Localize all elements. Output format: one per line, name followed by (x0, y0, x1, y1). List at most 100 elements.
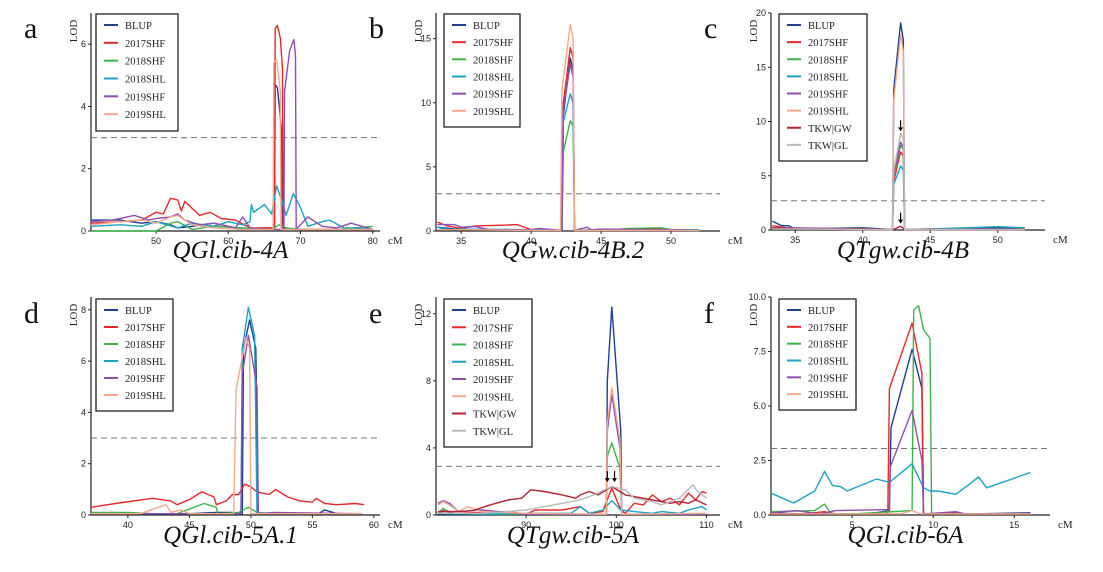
panel-title: QTgw.cib-4B (837, 237, 969, 264)
legend-label: 2019SHF (473, 375, 513, 386)
legend-box (95, 13, 179, 132)
y-tick-label: 8 (426, 376, 431, 386)
legend-label: BLUP (473, 21, 500, 32)
y-tick-label: 2.5 (753, 456, 766, 466)
legend-label: 2019SHL (473, 107, 514, 118)
arrow-head-icon (898, 127, 904, 132)
y-tick-label: 6 (81, 356, 86, 366)
x-tick-label: 40 (123, 520, 133, 530)
arrow-head-icon (612, 478, 618, 483)
y-axis-label: LOD (748, 20, 760, 43)
series-line-2017shf (90, 483, 365, 508)
legend-label: BLUP (808, 306, 835, 317)
series-line-blup (91, 319, 362, 515)
y-axis-label: LOD (68, 20, 80, 43)
x-axis-label: cM (728, 235, 743, 247)
legend-label: 2019SHL (808, 107, 849, 118)
panel-letter: c (704, 12, 717, 45)
series-line-2019shl (437, 386, 707, 515)
panel-f: f LOD cM 0.0 2.5 5.0 7.5 10.0 5 10 15 BLUP 2017SHF 20… (704, 292, 1073, 549)
y-tick-label: 5 (761, 171, 766, 181)
x-axis-label: cM (1058, 519, 1073, 531)
series-line-2019shf (437, 63, 700, 232)
y-tick-label: 15 (756, 62, 766, 72)
y-tick-label: 0 (81, 510, 86, 520)
legend-label: BLUP (125, 306, 152, 317)
series-line-tkw-gw (437, 485, 707, 513)
legend-label: 2017SHF (125, 39, 165, 50)
y-tick-label: 4 (81, 101, 86, 111)
y-tick-label: 12 (421, 309, 431, 319)
series-line-2019shl (437, 23, 699, 232)
legend-label: 2018SHF (808, 55, 848, 66)
x-axis-label: cM (1053, 234, 1068, 246)
y-tick-label: 2 (81, 459, 86, 469)
legend-label: 2017SHF (125, 323, 165, 334)
legend-label: 2018SHL (125, 357, 166, 368)
panel-title: QTgw.cib-5A (507, 522, 640, 549)
x-tick-label: 45 (184, 520, 194, 530)
panel-letter: e (369, 297, 382, 330)
panel-title: QGl.cib-6A (848, 522, 965, 549)
legend-label: 2019SHL (125, 391, 166, 402)
legend-label: 2017SHF (808, 38, 848, 49)
series-line-2017shf (771, 322, 1031, 515)
x-tick-label: 110 (699, 520, 713, 530)
arrow-head-icon (604, 478, 610, 483)
y-axis-label: LOD (68, 304, 80, 327)
panel-c: c LOD cM 0 5 10 15 20 35 40 45 50 BLUP 2017SHF 2018SHF… (704, 8, 1068, 264)
series-line-2019shl (90, 59, 373, 231)
x-tick-label: 40 (526, 236, 536, 246)
legend-label: 2018SHF (808, 340, 848, 351)
legend-label: 2019SHF (125, 374, 165, 385)
y-tick-label: 5 (426, 162, 431, 172)
panel-letter: f (704, 297, 714, 330)
x-tick-label: 35 (790, 235, 800, 245)
legend-label: 2018SHF (125, 340, 165, 351)
x-tick-label: 45 (925, 235, 935, 245)
legend-label: TKW|GW (473, 410, 517, 421)
x-tick-label: 60 (223, 236, 233, 246)
x-tick-label: 80 (368, 236, 378, 246)
y-tick-label: 15 (421, 34, 431, 44)
legend-label: 2019SHL (473, 392, 514, 403)
x-axis-label: cM (388, 235, 403, 247)
y-tick-label: 0 (761, 225, 766, 235)
x-tick-label: 5 (850, 520, 855, 530)
x-tick-label: 50 (666, 236, 676, 246)
y-axis-label: LOD (413, 304, 425, 327)
x-tick-label: 60 (369, 520, 379, 530)
x-tick-label: 50 (151, 236, 161, 246)
legend-label: 2019SHF (808, 90, 848, 101)
legend-label: 2017SHF (473, 323, 513, 334)
legend-label: 2019SHF (125, 92, 165, 103)
legend-label: TKW|GL (473, 427, 513, 438)
panel-b: b LOD cM 0 5 10 15 35 40 45 50 BLUP 2017SHF 2018SHF 20… (369, 12, 743, 264)
legend-label: BLUP (808, 21, 835, 32)
legend-label: 2019SHF (473, 90, 513, 101)
legend-label: TKW|GL (808, 141, 848, 152)
series-line-2019shf (770, 409, 1031, 515)
legend-label: 2018SHL (125, 75, 166, 86)
legend-label: 2018SHL (808, 357, 849, 368)
series-line-2018shf (437, 119, 700, 232)
series-line-2019shl (771, 509, 1031, 515)
y-tick-label: 7.5 (753, 347, 766, 357)
x-tick-label: 35 (456, 236, 466, 246)
y-tick-label: 10 (756, 117, 766, 127)
series-line-2019shl (91, 337, 362, 515)
series-line-2017shf (90, 24, 373, 231)
y-tick-label: 6 (81, 39, 86, 49)
x-tick-label: 15 (1009, 520, 1019, 530)
x-tick-label: 10 (928, 520, 938, 530)
panel-title: QGw.cib-4B.2 (502, 237, 645, 264)
legend-label: 2018SHF (125, 57, 165, 68)
y-tick-label: 0 (426, 510, 431, 520)
panel-letter: a (24, 12, 37, 45)
x-tick-label: 50 (246, 520, 256, 530)
y-tick-label: 0 (426, 226, 431, 236)
y-tick-label: 0 (81, 226, 86, 236)
x-tick-label: 50 (993, 235, 1003, 245)
legend-label: 2019SHL (808, 390, 849, 401)
y-tick-label: 4 (426, 443, 431, 453)
